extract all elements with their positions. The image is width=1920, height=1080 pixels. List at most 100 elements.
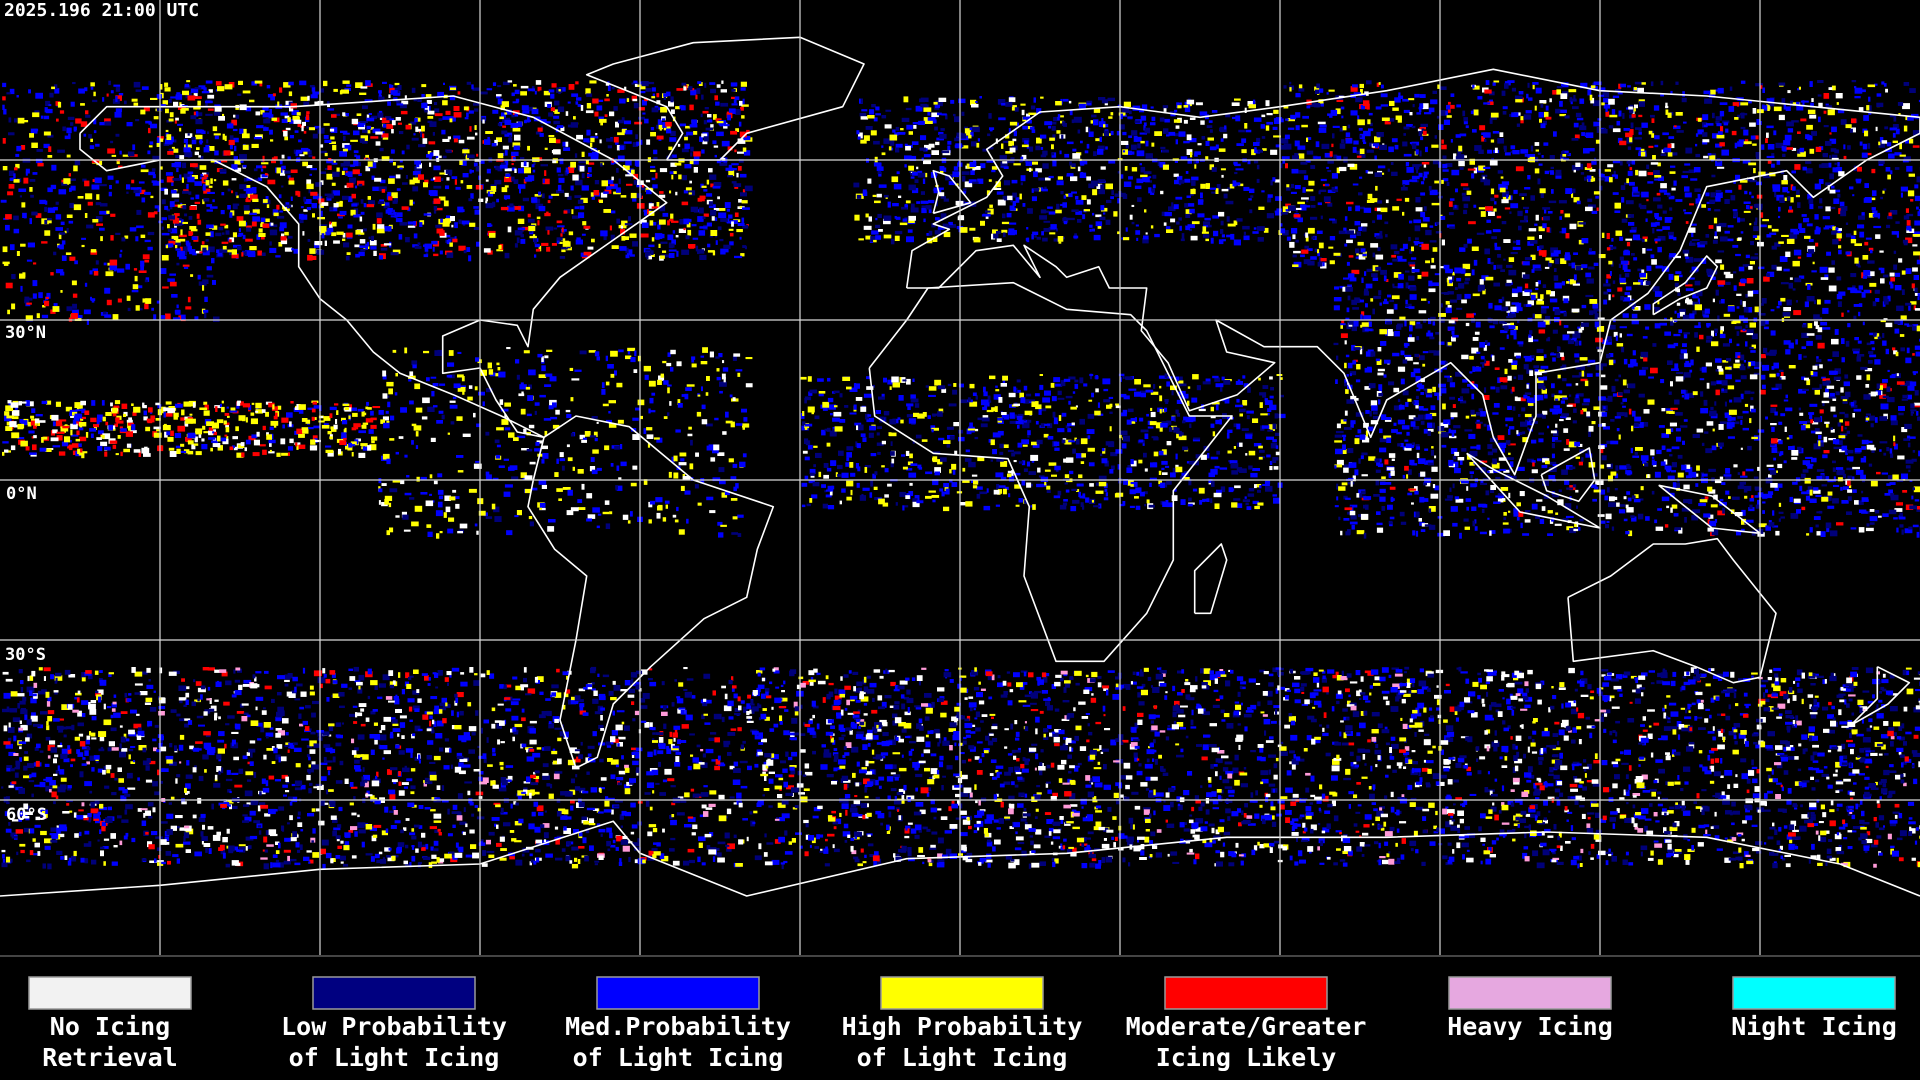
icing-cell bbox=[1914, 840, 1918, 845]
icing-cell bbox=[852, 714, 860, 719]
icing-cell bbox=[1574, 778, 1582, 783]
icing-cell bbox=[1339, 731, 1342, 737]
icing-cell bbox=[803, 722, 806, 726]
icing-cell bbox=[1037, 679, 1040, 686]
icing-cell bbox=[1277, 685, 1281, 691]
icing-cell bbox=[1801, 672, 1805, 679]
icing-cell bbox=[264, 670, 269, 674]
icing-cell bbox=[1851, 712, 1855, 716]
icing-cell bbox=[974, 717, 978, 720]
icing-cell bbox=[521, 708, 525, 713]
icing-cell bbox=[67, 748, 72, 754]
icing-cell bbox=[1735, 703, 1739, 707]
icing-cell bbox=[1, 786, 4, 789]
icing-cell bbox=[1572, 761, 1580, 764]
icing-cell bbox=[903, 784, 907, 791]
icing-cell bbox=[1811, 735, 1818, 741]
icing-cell bbox=[1058, 729, 1065, 735]
icing-cell bbox=[1404, 671, 1407, 674]
icing-cell bbox=[1792, 720, 1796, 726]
icing-cell bbox=[228, 804, 231, 807]
icing-cell bbox=[996, 793, 999, 797]
icing-cell bbox=[14, 772, 19, 778]
icing-cell bbox=[1410, 848, 1414, 852]
icing-cell bbox=[434, 705, 439, 711]
icing-cell bbox=[431, 861, 437, 864]
icing-cell bbox=[949, 745, 953, 751]
icing-cell bbox=[1705, 683, 1711, 687]
icing-cell bbox=[863, 778, 870, 785]
icing-cell bbox=[1206, 792, 1212, 798]
icing-cell bbox=[1824, 679, 1827, 684]
icing-cell bbox=[1878, 815, 1885, 821]
icing-cell bbox=[966, 715, 971, 721]
icing-cell bbox=[430, 696, 438, 700]
icing-cell bbox=[1358, 689, 1362, 693]
icing-cell bbox=[193, 679, 196, 683]
icing-cell bbox=[403, 827, 407, 831]
icing-cell bbox=[996, 827, 1001, 830]
icing-cell bbox=[1585, 716, 1590, 720]
icing-cell bbox=[976, 820, 981, 824]
icing-cell bbox=[513, 731, 519, 735]
icing-cell bbox=[780, 862, 785, 865]
icing-cell bbox=[1370, 669, 1379, 675]
icing-cell bbox=[992, 723, 998, 728]
icing-cell bbox=[402, 767, 410, 773]
icing-cell bbox=[1647, 709, 1655, 712]
icing-cell bbox=[1813, 698, 1817, 705]
icing-cell bbox=[761, 693, 766, 699]
icing-cell bbox=[1337, 690, 1342, 695]
icing-cell bbox=[1779, 754, 1788, 759]
icing-cell bbox=[886, 776, 894, 782]
icing-cell bbox=[1677, 775, 1680, 780]
icing-cell bbox=[1373, 808, 1378, 812]
icing-cell bbox=[81, 700, 89, 705]
icing-cell bbox=[147, 802, 154, 807]
icing-cell bbox=[896, 853, 900, 858]
icing-cell bbox=[433, 820, 442, 823]
icing-cell bbox=[399, 715, 407, 719]
icing-cell bbox=[560, 815, 568, 820]
icing-cell bbox=[1039, 710, 1044, 714]
icing-cell bbox=[1011, 781, 1015, 786]
icing-cell bbox=[1285, 817, 1290, 823]
icing-cell bbox=[443, 765, 450, 770]
icing-cell bbox=[742, 818, 748, 821]
icing-cell bbox=[288, 742, 295, 749]
icing-cell bbox=[1412, 761, 1418, 765]
icing-cell bbox=[1848, 830, 1857, 833]
icing-cell bbox=[348, 687, 353, 690]
icing-cell bbox=[1339, 859, 1346, 862]
icing-cell bbox=[392, 805, 396, 810]
icing-cell bbox=[767, 758, 771, 762]
icing-cell bbox=[1043, 728, 1049, 733]
icing-cell bbox=[594, 860, 600, 863]
icing-cell bbox=[1275, 667, 1282, 670]
icing-cell bbox=[26, 805, 30, 811]
icing-cell bbox=[1030, 840, 1034, 846]
icing-cell bbox=[856, 814, 863, 817]
icing-cell bbox=[687, 765, 692, 771]
icing-cell bbox=[260, 726, 265, 733]
icing-cell bbox=[738, 705, 742, 711]
icing-cell bbox=[1151, 725, 1158, 731]
icing-cell bbox=[971, 670, 979, 676]
icing-cell bbox=[1574, 688, 1578, 692]
icing-cell bbox=[1848, 772, 1856, 776]
icing-cell bbox=[1359, 842, 1365, 847]
icing-cell bbox=[1682, 810, 1691, 816]
icing-cell bbox=[1340, 676, 1348, 681]
icing-cell bbox=[870, 769, 875, 775]
icing-cell bbox=[243, 679, 252, 684]
icing-cell bbox=[1724, 770, 1733, 776]
icing-cell bbox=[75, 692, 82, 696]
icing-cell bbox=[1608, 853, 1612, 857]
icing-cell bbox=[949, 853, 958, 859]
icing-cell bbox=[365, 717, 370, 722]
icing-cell bbox=[1336, 675, 1344, 681]
icing-cell bbox=[1578, 739, 1582, 745]
icing-cell bbox=[53, 773, 58, 776]
icing-cell bbox=[1851, 729, 1858, 735]
icing-cell bbox=[949, 824, 958, 829]
